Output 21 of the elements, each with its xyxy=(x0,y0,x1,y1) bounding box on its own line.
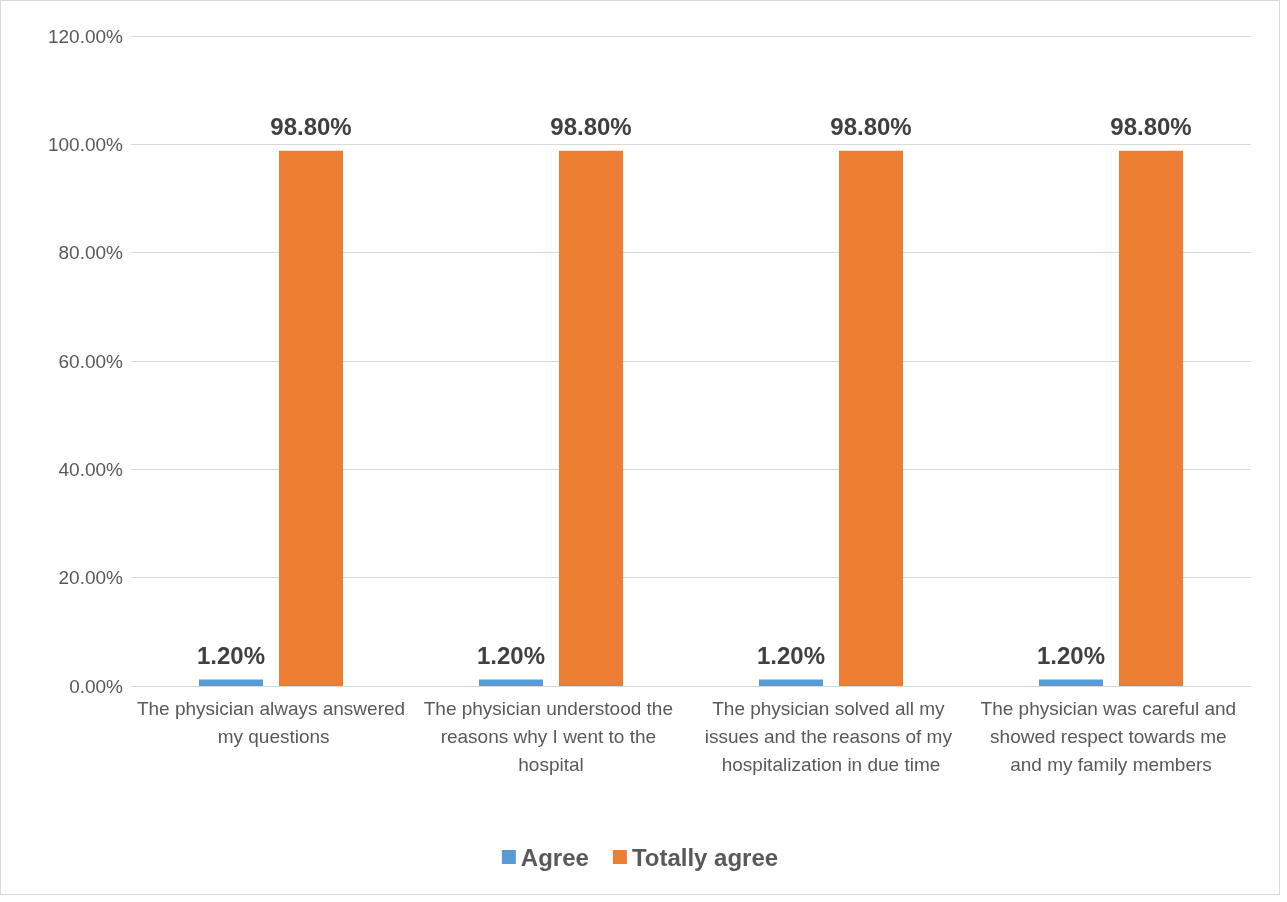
data-label: 98.80% xyxy=(270,113,352,141)
legend-label: Totally agree xyxy=(631,843,779,871)
y-tick-label: 20.00% xyxy=(58,567,124,589)
data-label: 1.20% xyxy=(756,642,826,669)
x-tick-label: The physician always answered my questions xyxy=(136,697,406,747)
data-label: 98.80% xyxy=(830,113,912,141)
data-label: 98.80% xyxy=(550,113,632,141)
legend-label: Agree xyxy=(520,843,589,871)
y-tick-label: 40.00% xyxy=(58,458,124,480)
data-label: 1.20% xyxy=(1036,642,1106,669)
x-tick-label: The physician understood the reasons why I went to the hospital xyxy=(423,697,679,775)
x-tick-label: The physician was careful and showed respect towards me and my family members xyxy=(980,697,1242,775)
y-tick-label: 0.00% xyxy=(69,675,124,697)
y-tick-label: 60.00% xyxy=(58,350,124,372)
x-tick-label: The physician solved all my issues and the reasons of my hospitalization in due time xyxy=(704,697,958,775)
data-label: 1.20% xyxy=(476,642,546,669)
y-tick-label: 80.00% xyxy=(58,242,124,264)
data-label: 1.20% xyxy=(196,642,266,669)
y-tick-label: 120.00% xyxy=(47,25,124,47)
data-label: 98.80% xyxy=(1110,113,1192,141)
y-tick-label: 100.00% xyxy=(47,133,124,155)
